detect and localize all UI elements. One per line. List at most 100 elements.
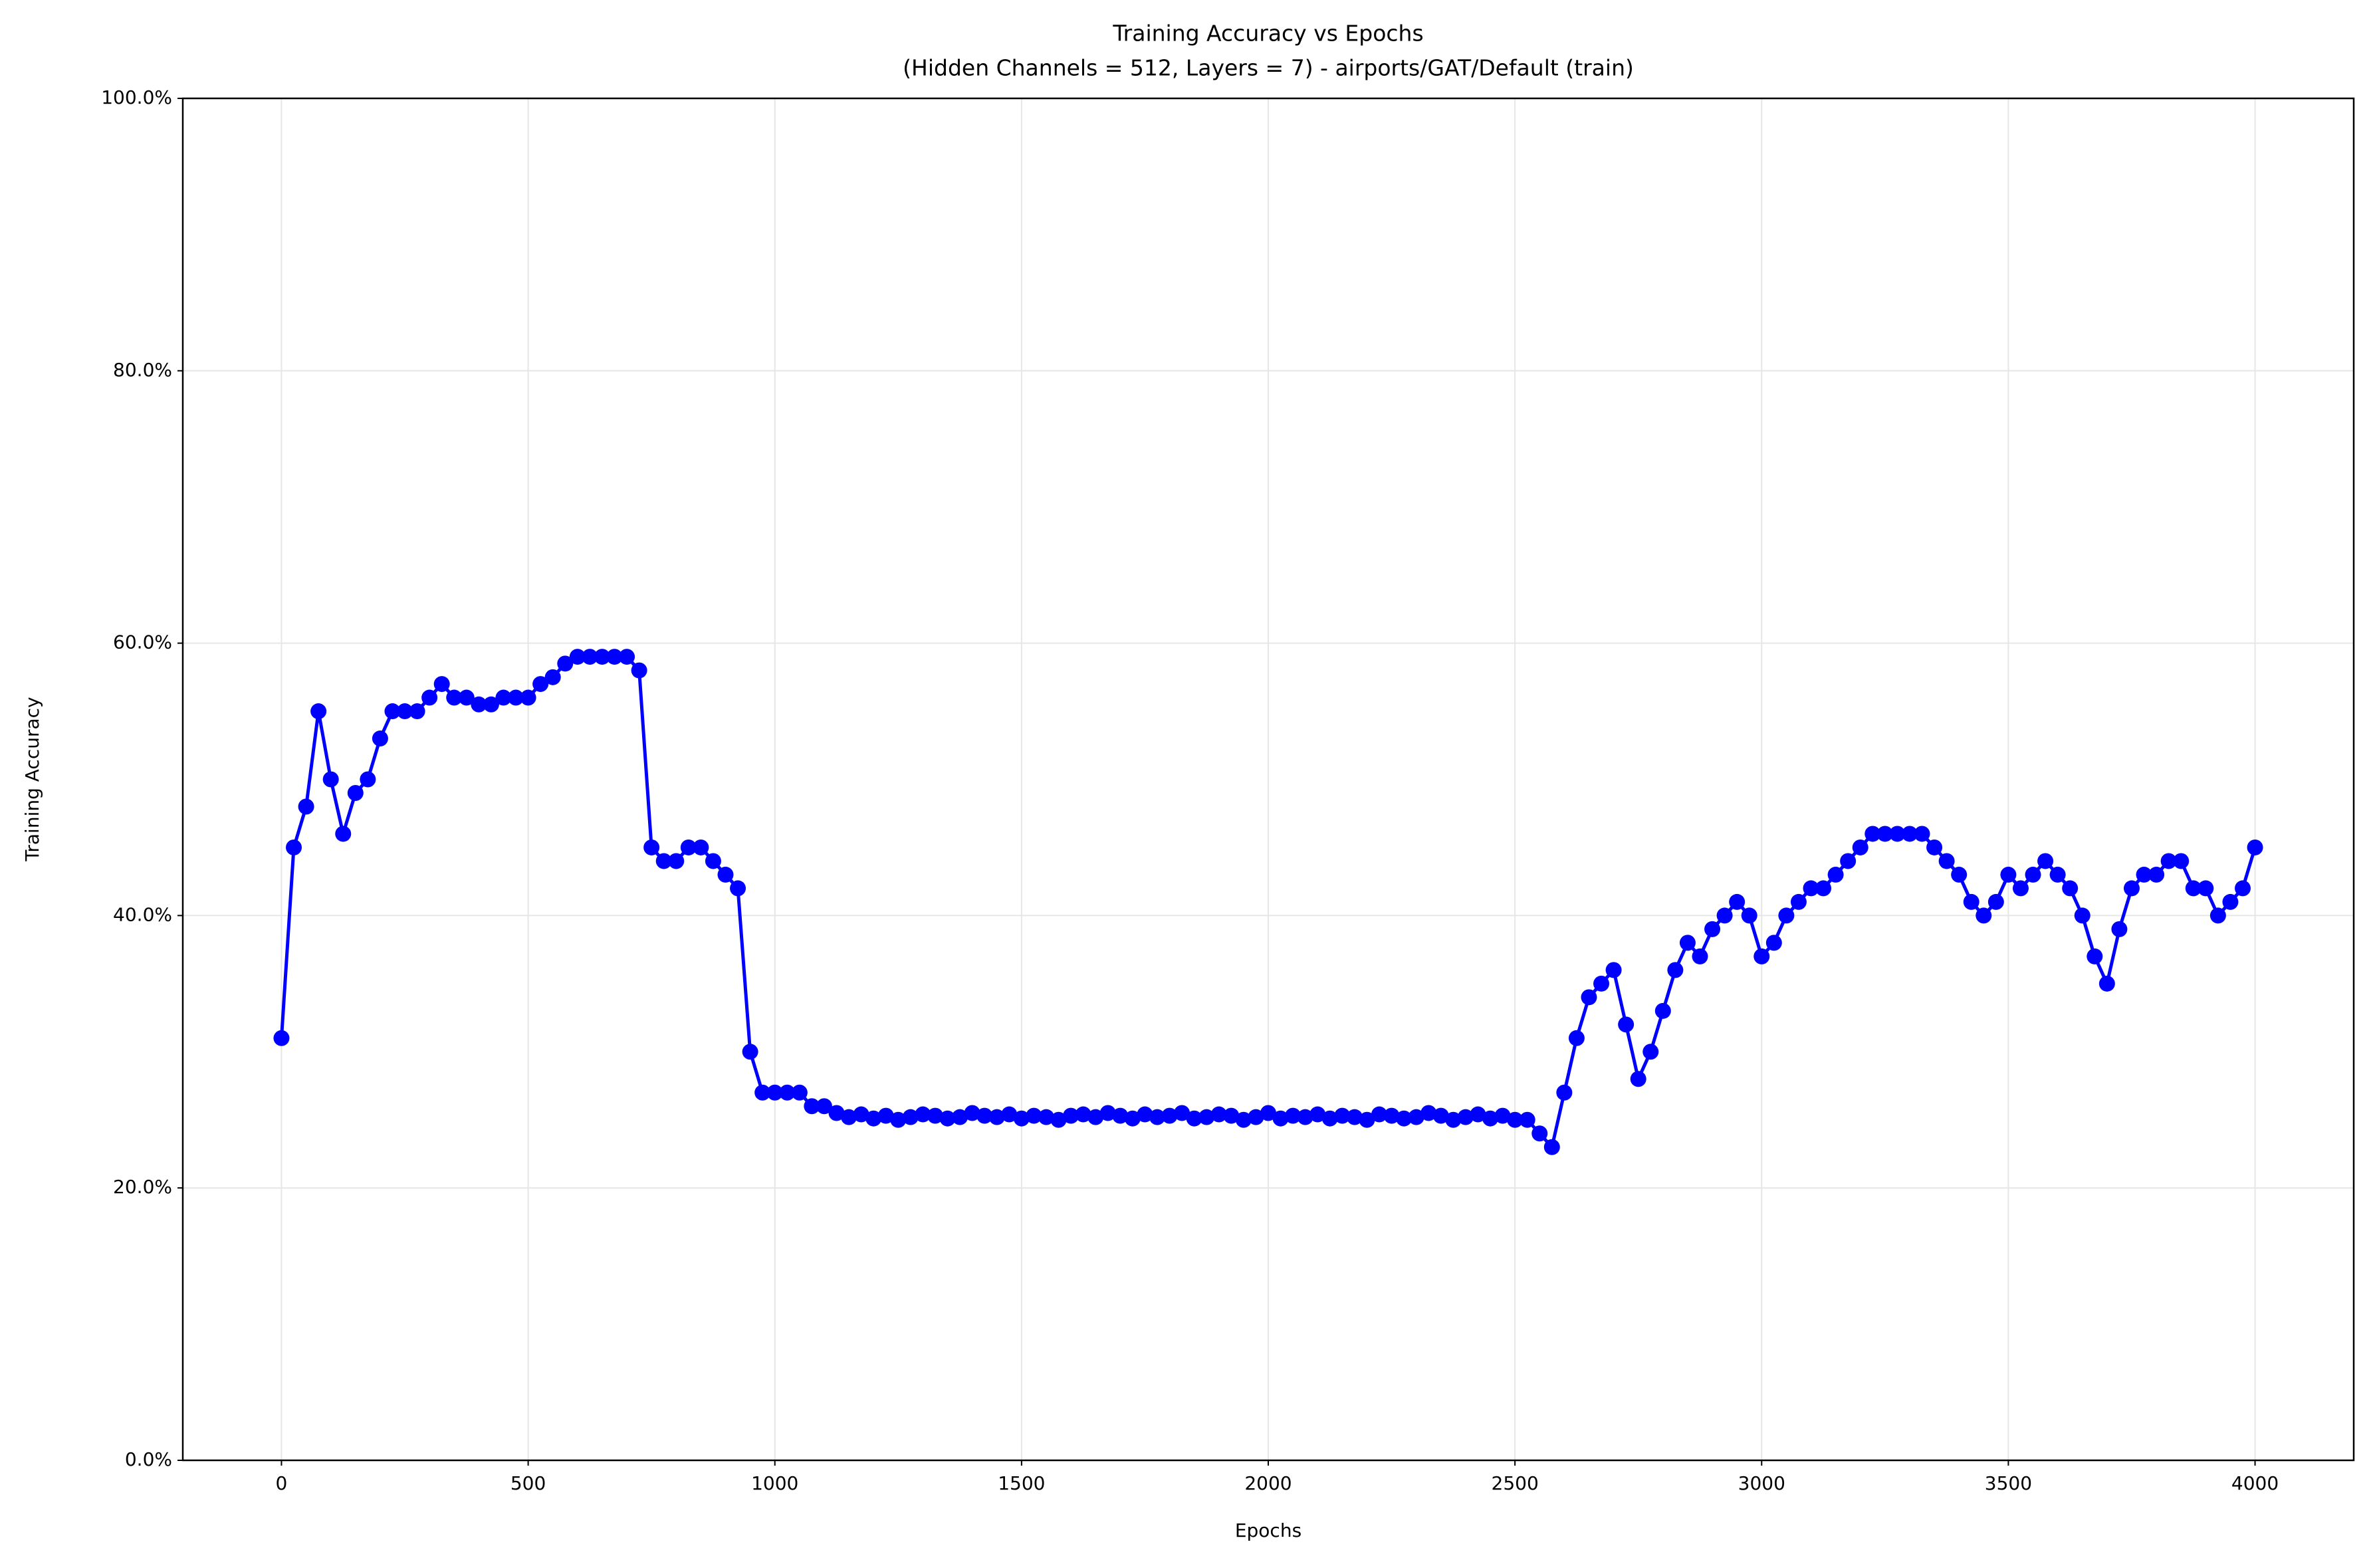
data-point xyxy=(1198,1109,1215,1125)
data-point xyxy=(1321,1110,1338,1127)
data-point xyxy=(1963,893,1979,910)
data-point xyxy=(1063,1107,1079,1124)
data-point xyxy=(2173,853,2190,869)
data-point xyxy=(1654,1002,1671,1019)
data-point xyxy=(1149,1109,1165,1125)
data-point xyxy=(1531,1125,1548,1142)
data-point xyxy=(2111,921,2128,937)
data-point xyxy=(1556,1084,1573,1101)
y-tick-label: 60.0% xyxy=(113,631,172,653)
data-point xyxy=(2198,880,2214,897)
data-point xyxy=(779,1084,796,1101)
data-point xyxy=(1075,1106,1091,1123)
data-point xyxy=(1840,853,1857,869)
data-point xyxy=(2209,907,2226,924)
data-point xyxy=(1593,975,1610,992)
data-point xyxy=(2234,880,2251,897)
data-point xyxy=(754,1084,771,1101)
data-point xyxy=(458,689,475,706)
data-point xyxy=(1124,1110,1141,1127)
data-point xyxy=(964,1105,980,1121)
data-point xyxy=(1951,866,1968,883)
data-point xyxy=(347,784,364,801)
x-tick-label: 2500 xyxy=(1492,1472,1539,1494)
data-point xyxy=(668,853,685,869)
x-tick-label: 500 xyxy=(510,1472,546,1494)
data-point xyxy=(1223,1107,1240,1124)
data-point xyxy=(335,826,352,842)
data-point xyxy=(1210,1106,1227,1123)
data-point xyxy=(372,730,388,747)
data-point xyxy=(1618,1016,1635,1033)
data-point xyxy=(1309,1106,1326,1123)
data-point xyxy=(1186,1110,1202,1127)
data-point xyxy=(1038,1109,1054,1125)
data-point xyxy=(2025,866,2041,883)
data-point xyxy=(495,689,512,706)
data-point xyxy=(1976,907,1992,924)
data-point xyxy=(310,703,327,720)
data-point xyxy=(1248,1109,1264,1125)
data-point xyxy=(988,1109,1005,1125)
data-point xyxy=(705,853,721,869)
data-point xyxy=(791,1084,808,1101)
data-point xyxy=(1470,1106,1486,1123)
x-tick-label: 1000 xyxy=(751,1472,798,1494)
data-point xyxy=(1297,1109,1313,1125)
plot-frame xyxy=(181,97,2355,1462)
data-point xyxy=(1914,826,1930,842)
data-point xyxy=(1087,1109,1104,1125)
data-point xyxy=(939,1110,956,1127)
x-tick-label: 2000 xyxy=(1244,1472,1292,1494)
data-point xyxy=(1741,907,1757,924)
data-point xyxy=(1543,1139,1560,1155)
data-point xyxy=(1803,880,1819,897)
data-point xyxy=(1507,1111,1524,1128)
data-point xyxy=(1112,1107,1129,1124)
data-point xyxy=(1482,1110,1499,1127)
x-tick-label: 0 xyxy=(276,1472,288,1494)
data-point xyxy=(582,649,598,665)
data-point xyxy=(952,1109,968,1125)
data-point xyxy=(1778,907,1795,924)
y-tick-label: 20.0% xyxy=(113,1176,172,1198)
data-point xyxy=(816,1098,832,1115)
data-point xyxy=(384,703,401,720)
data-point xyxy=(1272,1110,1289,1127)
data-point xyxy=(1026,1107,1042,1124)
data-point xyxy=(433,676,450,693)
data-point xyxy=(1001,1106,1018,1123)
data-point xyxy=(471,696,487,713)
data-point xyxy=(1827,866,1844,883)
data-point xyxy=(557,655,574,672)
data-point xyxy=(1285,1107,1301,1124)
data-point xyxy=(865,1110,882,1127)
data-point xyxy=(976,1107,993,1124)
data-point xyxy=(841,1109,857,1125)
data-point xyxy=(1346,1109,1363,1125)
data-point xyxy=(532,676,549,693)
data-point xyxy=(2037,853,2054,869)
data-point xyxy=(286,839,302,855)
data-point xyxy=(2123,880,2140,897)
y-axis-label: Training Accuracy xyxy=(21,697,43,861)
data-point xyxy=(631,662,647,679)
y-tick-label: 100.0% xyxy=(101,86,172,108)
data-point xyxy=(742,1044,758,1060)
data-point xyxy=(1260,1105,1276,1121)
data-point xyxy=(508,689,524,706)
data-point xyxy=(1519,1111,1535,1128)
data-point xyxy=(717,866,734,883)
data-point xyxy=(360,771,376,788)
data-point xyxy=(273,1030,290,1046)
chart-subtitle: (Hidden Channels = 512, Layers = 7) - ai… xyxy=(903,55,1634,81)
data-point xyxy=(1334,1107,1351,1124)
data-point xyxy=(1235,1111,1252,1128)
data-point xyxy=(1457,1109,1474,1125)
data-point xyxy=(619,649,635,665)
chart-title: Training Accuracy vs Epochs xyxy=(1112,21,1423,47)
data-point xyxy=(1889,826,1906,842)
data-point xyxy=(409,703,425,720)
data-point xyxy=(2087,948,2103,964)
x-tick-label: 4000 xyxy=(2231,1472,2279,1494)
